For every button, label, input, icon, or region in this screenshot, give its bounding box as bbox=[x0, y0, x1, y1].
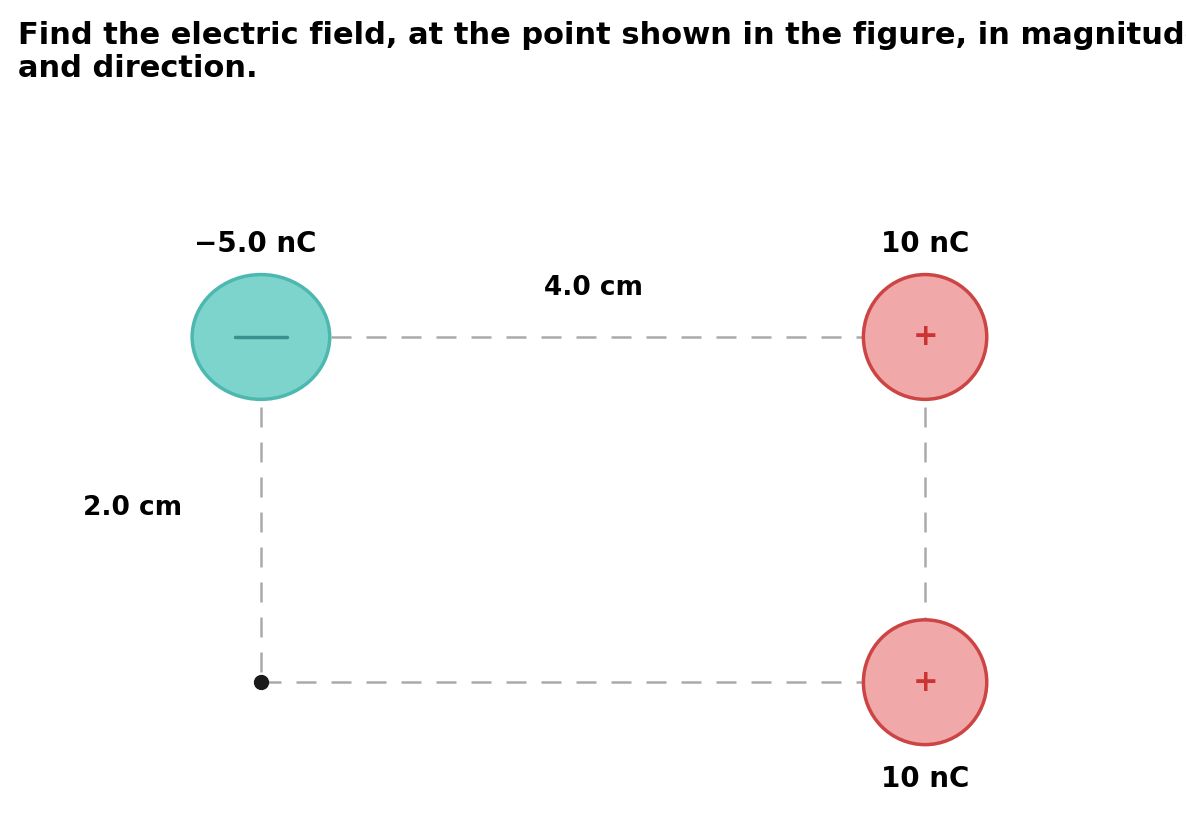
Text: 4.0 cm: 4.0 cm bbox=[543, 275, 643, 301]
Ellipse shape bbox=[863, 620, 987, 745]
Text: Find the electric field, at the point shown in the figure, in magnitude
and dire: Find the electric field, at the point sh… bbox=[18, 21, 1186, 83]
Text: −5.0 nC: −5.0 nC bbox=[193, 230, 317, 258]
Text: 10 nC: 10 nC bbox=[881, 230, 969, 258]
Ellipse shape bbox=[192, 275, 330, 399]
Text: +: + bbox=[912, 323, 938, 351]
Text: +: + bbox=[912, 668, 938, 696]
Text: 2.0 cm: 2.0 cm bbox=[83, 494, 183, 521]
Ellipse shape bbox=[863, 275, 987, 399]
Text: 10 nC: 10 nC bbox=[881, 765, 969, 794]
Point bbox=[251, 676, 270, 689]
